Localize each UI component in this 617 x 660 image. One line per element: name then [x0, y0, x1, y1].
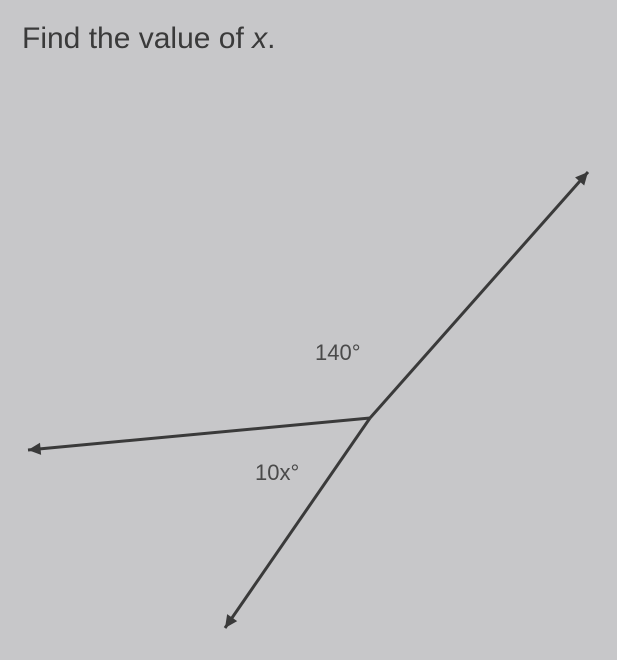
ray-left — [28, 418, 370, 450]
arrowhead-icon — [225, 614, 237, 628]
ray-upper-right — [370, 172, 588, 418]
angle-upper: 140° — [315, 340, 361, 366]
ray-lower-left — [225, 418, 370, 628]
angle-lower: 10x° — [255, 460, 299, 486]
arrowhead-icon — [28, 443, 41, 455]
angle-diagram — [0, 0, 617, 660]
